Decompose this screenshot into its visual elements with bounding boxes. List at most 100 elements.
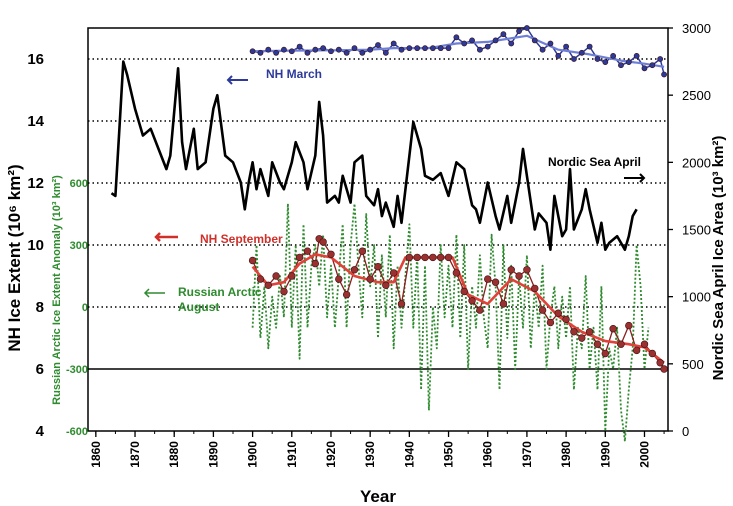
- green-tick-label: 300: [70, 240, 88, 252]
- series-point-nh-september: [397, 300, 406, 308]
- left-tick-label: 16: [27, 51, 44, 68]
- x-tick-label: 1870: [128, 441, 142, 468]
- series-point-nh-september: [374, 263, 382, 271]
- series-point-nh-march: [586, 43, 593, 50]
- green-axis-title: Russian Arctic Ice Extent Anomaly (10³ k…: [51, 175, 63, 405]
- series-point-nh-march: [335, 46, 342, 53]
- left-tick-label: 4: [36, 423, 45, 440]
- series-point-nh-september: [601, 349, 609, 358]
- x-tick-label: 1960: [481, 441, 495, 468]
- series-point-nh-september: [429, 253, 437, 262]
- series-point-nh-march: [539, 46, 546, 53]
- annotation-nh-september: NH September: [154, 232, 283, 246]
- series-point-nh-march: [633, 53, 640, 59]
- series-point-nh-march: [406, 45, 413, 52]
- right-tick-label: 3000: [682, 21, 711, 36]
- series-point-nh-march: [661, 71, 667, 78]
- x-tick-label: 1930: [363, 441, 377, 468]
- series-point-nh-march: [563, 43, 570, 50]
- series-point-nh-march: [359, 49, 366, 56]
- right-tick-label: 500: [682, 357, 704, 372]
- series-point-nh-september: [319, 238, 327, 246]
- grid-lines: [88, 58, 668, 370]
- series-point-nh-march: [367, 46, 374, 53]
- series-point-nh-march: [555, 53, 562, 59]
- series-point-nh-march: [508, 40, 515, 47]
- label-nh-september: NH September: [200, 232, 283, 246]
- series-point-nh-september: [499, 300, 508, 308]
- series-point-nh-september: [295, 253, 304, 262]
- left-axis-title: NH Ice Extent (10⁶ km²): [5, 164, 24, 351]
- series-point-nh-september: [593, 340, 602, 348]
- series-point-nh-march: [492, 37, 499, 44]
- series-point-nh-march: [265, 46, 272, 53]
- series-point-nh-september: [484, 275, 492, 283]
- x-axis-title: Year: [360, 487, 396, 506]
- series-point-nh-march: [618, 62, 624, 69]
- series-point-nh-march: [578, 49, 585, 56]
- label-russian-line2: August: [178, 300, 219, 314]
- series-point-nh-september: [625, 321, 633, 330]
- series-point-nh-september: [382, 281, 390, 289]
- series-point-nh-march: [398, 46, 405, 53]
- series-point-nh-september: [609, 325, 617, 333]
- series-point-nh-september: [272, 272, 280, 280]
- series-point-nh-september: [335, 275, 343, 283]
- x-tick-label: 1980: [559, 441, 573, 468]
- series-point-nh-march: [547, 40, 554, 47]
- series-lines: [110, 27, 665, 443]
- series-point-nh-march: [476, 46, 483, 53]
- series-point-nh-september: [640, 340, 649, 348]
- left-tick-label: 8: [36, 299, 44, 316]
- x-tick-label: 1900: [246, 441, 260, 468]
- series-point-nh-march: [328, 48, 334, 55]
- series-point-nh-september: [350, 266, 359, 274]
- series-point-nh-march: [422, 45, 428, 52]
- series-point-nh-september: [507, 266, 515, 274]
- series-point-nh-september: [562, 315, 570, 324]
- right-tick-label: 2500: [682, 88, 711, 103]
- series-point-nh-september: [452, 269, 461, 277]
- series-point-nh-march: [304, 49, 311, 56]
- series-point-nh-march: [288, 48, 295, 55]
- series-point-nh-march: [500, 31, 507, 38]
- green-axis-ticks: 600 300 0 -300 -600: [66, 178, 88, 438]
- right-tick-label: 2000: [682, 155, 711, 170]
- series-point-nh-september: [468, 297, 476, 305]
- series-point-nh-march: [453, 34, 460, 41]
- series-point-nh-september: [585, 328, 594, 336]
- series-point-nh-march: [343, 49, 350, 56]
- arrow-left-icon: [143, 288, 165, 298]
- green-tick-label: 0: [82, 302, 88, 314]
- series-point-nh-march: [484, 43, 491, 50]
- series-point-nh-september: [660, 365, 668, 373]
- series-point-nh-march: [531, 37, 538, 44]
- series-point-nh-march: [312, 46, 319, 53]
- x-axis-ticks: 1860 1870 1880 1890 1900 1910 1920 1930 1940 1950…: [89, 431, 665, 468]
- series-point-nh-september: [421, 253, 429, 262]
- series-point-nh-march: [257, 49, 264, 56]
- series-point-nh-march: [351, 45, 358, 52]
- series-point-nh-march: [296, 43, 303, 50]
- series-point-nh-march: [524, 25, 530, 31]
- right-axis-title: Nordic Sea April Ice Area (10³ km²): [710, 136, 727, 381]
- series-point-nh-march: [594, 56, 601, 62]
- series-point-nh-march: [320, 45, 327, 52]
- series-point-nh-september: [311, 259, 319, 268]
- series-point-nh-march: [469, 37, 475, 44]
- green-tick-label: -300: [66, 364, 88, 376]
- series-point-nh-march: [414, 45, 421, 52]
- series-line-nordic-sea-april: [110, 60, 638, 251]
- series-point-nh-march: [382, 49, 389, 56]
- series-point-nh-september: [632, 346, 641, 355]
- series-point-nh-september: [531, 284, 539, 293]
- series-point-nh-september: [389, 269, 398, 277]
- series-point-nh-september: [648, 349, 657, 358]
- series-point-nh-september: [570, 328, 578, 336]
- series-point-nh-march: [610, 53, 617, 59]
- right-tick-label: 0: [682, 424, 689, 439]
- x-tick-label: 1920: [324, 441, 338, 468]
- x-tick-label: 1970: [520, 441, 534, 468]
- series-point-nh-september: [546, 318, 555, 327]
- series-point-nh-march: [249, 48, 256, 55]
